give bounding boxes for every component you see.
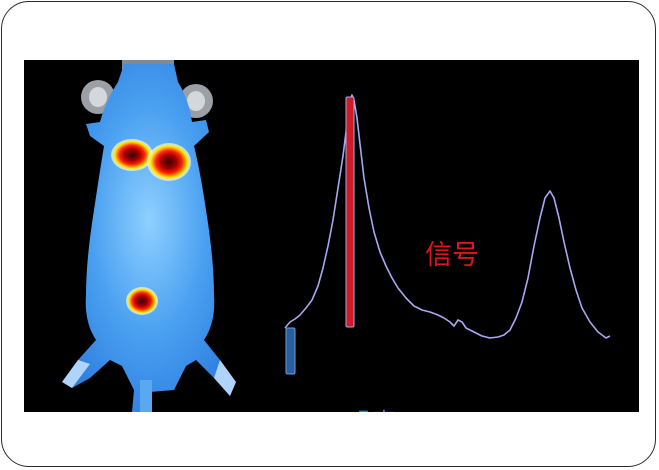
- hotspot-left-chest: [111, 139, 153, 171]
- spectrum-trace: [284, 94, 611, 339]
- mouse-fluorescence-image: [62, 60, 236, 412]
- mouse-body: [62, 64, 236, 412]
- signal-label: 信号: [425, 240, 479, 271]
- panel-graphics: [62, 60, 611, 412]
- hotspot-abdomen: [126, 287, 158, 315]
- noise-label: 噪声: [348, 408, 396, 412]
- noise-bar: [285, 327, 296, 375]
- hotspot-right-chest: [147, 143, 191, 181]
- signal-bar: [345, 96, 355, 328]
- imaging-panel: 信号 噪声: [24, 60, 639, 412]
